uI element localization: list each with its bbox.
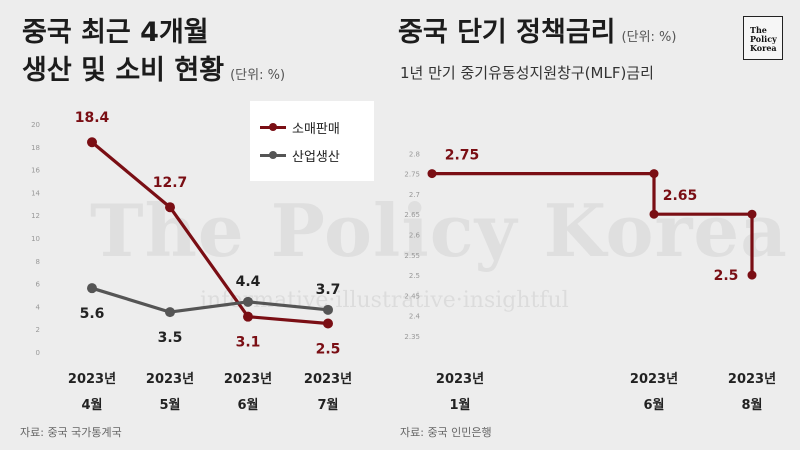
y-tick-label: 2.5 bbox=[409, 272, 420, 280]
legend-item-industrial: 산업생산 bbox=[260, 141, 364, 169]
y-tick-label: 12 bbox=[31, 212, 40, 220]
y-tick-label: 2.7 bbox=[409, 191, 420, 199]
x-tick-label-year: 2023년 bbox=[146, 372, 194, 387]
mlf-rate-point bbox=[427, 169, 437, 179]
y-tick-label: 14 bbox=[31, 189, 40, 197]
legend-item-retail: 소매판매 bbox=[260, 113, 364, 141]
y-tick-label: 2 bbox=[36, 326, 40, 334]
y-tick-label: 2.8 bbox=[409, 150, 420, 158]
x-tick-label-year: 2023년 bbox=[68, 372, 116, 387]
left-chart-title: 중국 최근 4개월 생산 및 소비 현황 (단위: %) bbox=[22, 14, 352, 95]
mlf-rate-data-label: 2.75 bbox=[445, 148, 480, 164]
y-tick-label: 0 bbox=[36, 349, 40, 357]
x-tick-label-year: 2023년 bbox=[630, 372, 678, 387]
legend-swatch-industrial bbox=[260, 150, 286, 159]
retail-sales-data-label: 3.1 bbox=[236, 335, 261, 351]
logo-line1: The bbox=[750, 25, 767, 35]
y-tick-label: 2.65 bbox=[404, 211, 420, 219]
right-chart-subtitle: 1년 만기 중기유동성지원창구(MLF)금리 bbox=[400, 64, 654, 82]
retail-sales-point bbox=[323, 318, 333, 329]
retail-sales-data-label: 18.4 bbox=[75, 110, 110, 126]
x-tick-label-year: 2023년 bbox=[436, 372, 484, 387]
industrial-production-point bbox=[165, 307, 175, 318]
x-tick-label-month: 6월 bbox=[643, 397, 664, 413]
y-tick-label: 8 bbox=[36, 258, 40, 266]
x-tick-label-month: 7월 bbox=[317, 397, 338, 413]
left-title-line2: 생산 및 소비 현황 bbox=[22, 55, 225, 86]
retail-sales-point bbox=[165, 202, 175, 213]
x-tick-label-month: 5월 bbox=[159, 397, 180, 413]
y-tick-label: 6 bbox=[36, 281, 41, 289]
industrial-production-point bbox=[243, 296, 253, 307]
y-tick-label: 2.35 bbox=[404, 333, 420, 341]
industrial-production-data-label: 3.5 bbox=[158, 330, 183, 346]
x-tick-label-year: 2023년 bbox=[728, 372, 776, 387]
y-tick-label: 18 bbox=[31, 144, 40, 152]
y-tick-label: 16 bbox=[31, 167, 40, 175]
industrial-production-data-label: 4.4 bbox=[236, 274, 261, 290]
retail-sales-data-label: 12.7 bbox=[153, 175, 188, 191]
y-tick-label: 10 bbox=[31, 235, 40, 243]
x-tick-label-month: 1월 bbox=[449, 397, 470, 413]
mlf-rate-data-label: 2.5 bbox=[714, 268, 739, 284]
industrial-production-data-label: 5.6 bbox=[80, 306, 105, 322]
retail-sales-point bbox=[87, 137, 97, 148]
mlf-rate-data-label: 2.65 bbox=[663, 188, 698, 204]
logo-line3: Korea bbox=[750, 43, 777, 53]
right-title-text: 중국 단기 정책금리 bbox=[398, 17, 616, 48]
y-tick-label: 2.4 bbox=[409, 313, 421, 321]
legend-swatch-retail bbox=[260, 122, 286, 131]
left-chart-legend: 소매판매 산업생산 bbox=[250, 101, 374, 181]
industrial-production-line bbox=[91, 286, 329, 314]
industrial-production-data-label: 3.7 bbox=[316, 282, 341, 298]
mlf-rate-point bbox=[649, 209, 659, 219]
mlf-rate-point bbox=[747, 209, 757, 219]
x-tick-label-year: 2023년 bbox=[224, 372, 272, 387]
y-tick-label: 2.6 bbox=[409, 232, 421, 240]
legend-label-retail: 소매판매 bbox=[292, 121, 340, 137]
the-policy-korea-logo: The Policy Korea bbox=[743, 16, 783, 60]
retail-sales-data-label: 2.5 bbox=[316, 342, 341, 358]
y-tick-label: 2.55 bbox=[404, 252, 420, 260]
x-tick-label-month: 8월 bbox=[741, 397, 762, 413]
right-chart-title: 중국 단기 정책금리 (단위: %) bbox=[398, 14, 676, 57]
retail-sales-line bbox=[90, 141, 329, 326]
y-tick-label: 2.75 bbox=[404, 171, 420, 179]
right-unit-label: (단위: %) bbox=[621, 30, 677, 45]
left-unit-label: (단위: %) bbox=[230, 68, 286, 83]
industrial-production-point bbox=[323, 304, 333, 315]
left-title-line1: 중국 최근 4개월 bbox=[22, 17, 209, 48]
x-tick-label-month: 4월 bbox=[81, 397, 102, 413]
industrial-production-point bbox=[87, 283, 97, 294]
mlf-rate-point bbox=[747, 270, 757, 280]
x-tick-label-year: 2023년 bbox=[304, 372, 352, 387]
mlf-rate-step-line bbox=[432, 172, 754, 276]
x-tick-label-month: 6월 bbox=[237, 397, 258, 413]
mlf-rate-point bbox=[649, 169, 659, 179]
legend-label-industrial: 산업생산 bbox=[292, 149, 340, 165]
logo-line2: Policy bbox=[750, 34, 777, 44]
y-tick-label: 2.45 bbox=[404, 292, 420, 300]
y-tick-label: 20 bbox=[31, 121, 40, 129]
retail-sales-point bbox=[243, 311, 253, 322]
left-source-note: 자료: 중국 국가통계국 bbox=[20, 426, 122, 439]
y-tick-label: 4 bbox=[36, 303, 41, 311]
right-source-note: 자료: 중국 인민은행 bbox=[400, 426, 492, 439]
